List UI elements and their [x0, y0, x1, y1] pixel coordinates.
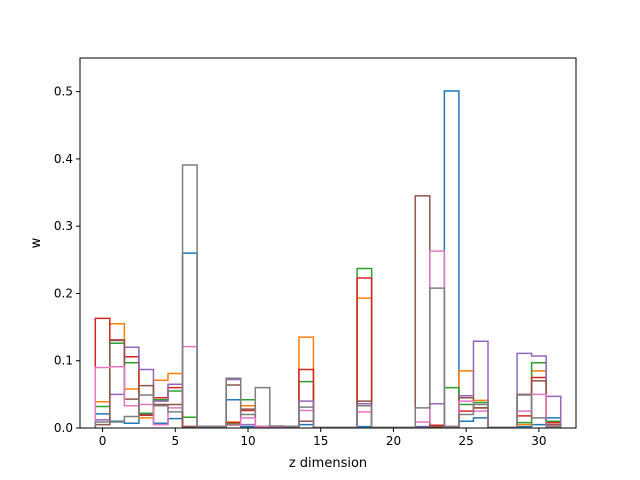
plot-area: [80, 58, 576, 428]
series-line-8: [94, 164, 562, 429]
y-ticks: 0.0 0.1 0.2 0.3 0.4 0.5: [54, 85, 80, 435]
series-layer: [94, 90, 562, 429]
x-axis-label: z dimension: [289, 456, 367, 471]
y-tick-label: 0.2: [54, 286, 73, 300]
x-tick-label: 10: [240, 434, 255, 448]
x-tick-label: 5: [171, 434, 179, 448]
axes-frame: [79, 57, 577, 429]
y-tick-label: 0.0: [54, 421, 73, 435]
y-tick-label: 0.5: [54, 85, 73, 99]
x-ticks: 0 5 10 15 20 25 30: [99, 428, 547, 448]
y-tick-label: 0.4: [54, 152, 73, 166]
y-tick-label: 0.1: [54, 354, 73, 368]
x-tick-label: 20: [386, 434, 401, 448]
y-tick-label: 0.3: [54, 219, 73, 233]
x-tick-label: 15: [313, 434, 328, 448]
x-tick-label: 0: [99, 434, 107, 448]
x-tick-label: 25: [459, 434, 474, 448]
y-axis-label: w: [29, 237, 44, 248]
x-tick-label: 30: [531, 434, 546, 448]
